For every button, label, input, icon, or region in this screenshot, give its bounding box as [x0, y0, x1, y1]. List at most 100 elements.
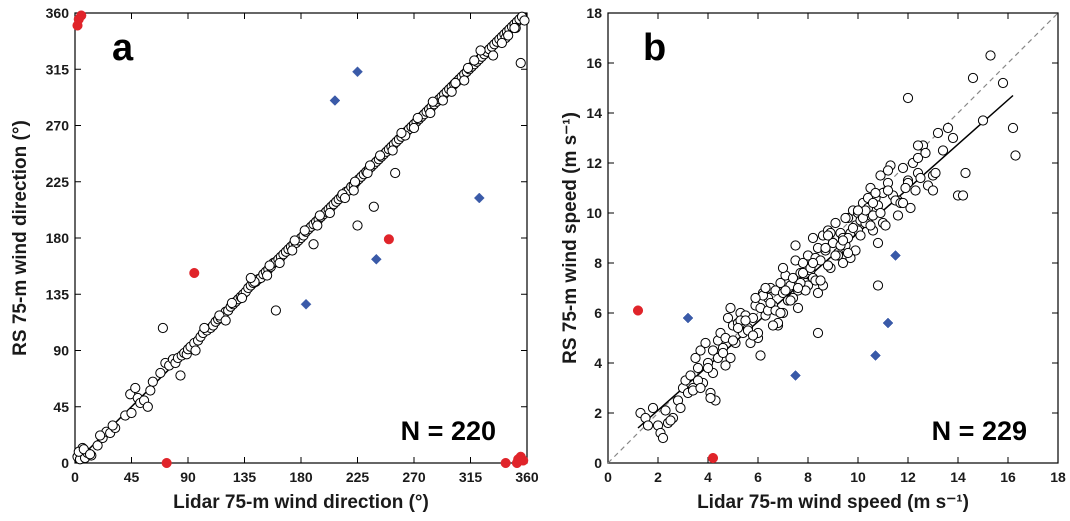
data-point-open [705, 392, 716, 404]
data-point-open [245, 272, 256, 284]
data-point-open [368, 201, 379, 212]
data-point-open [897, 162, 909, 174]
data-point-blue [790, 370, 801, 381]
data-point-open [797, 257, 809, 269]
y-tick-label: 10 [586, 205, 602, 221]
y-tick-label: 45 [53, 399, 69, 415]
x-tick-label: 16 [1000, 469, 1016, 485]
data-point-open [937, 145, 949, 156]
data-point-open [496, 37, 507, 49]
data-point-open [882, 185, 894, 196]
data-point-open [488, 50, 499, 61]
data-point-open [692, 362, 704, 374]
data-point-open [657, 432, 669, 444]
data-point-open [264, 260, 275, 271]
panel-b-n-label: N = 229 [932, 416, 1027, 446]
data-point-open [872, 280, 884, 291]
x-tick-label: 135 [233, 469, 257, 485]
data-point-open [902, 92, 914, 104]
panel-a-ticks: 0 45 90 135 180 225 270 315 360 0 45 90 135 180 225 270… [46, 5, 539, 485]
data-point-open [92, 440, 103, 451]
data-point-open [777, 262, 789, 274]
data-point-open [147, 376, 158, 387]
data-point-open [352, 220, 363, 231]
y-tick-label: 16 [586, 55, 602, 71]
data-point-open [775, 277, 786, 289]
data-point-open [462, 62, 474, 74]
data-point-open [519, 15, 530, 26]
data-point-open [927, 185, 939, 196]
x-tick-label: 0 [71, 469, 79, 485]
x-tick-label: 8 [804, 469, 812, 485]
data-point-open [236, 292, 248, 304]
data-point-open [765, 297, 776, 309]
data-point-open [947, 132, 959, 144]
data-point-open [920, 147, 931, 159]
data-point-open [870, 187, 881, 199]
y-tick-label: 315 [46, 61, 70, 77]
data-point-open [702, 362, 714, 374]
data-point-open [312, 220, 323, 231]
data-point-open [775, 307, 786, 319]
data-point-red [189, 267, 200, 279]
data-point-open [785, 295, 796, 306]
panel-b-y-axis-label: RS 75-m wind speed (m s⁻¹) [560, 112, 581, 364]
data-point-open [932, 127, 944, 139]
data-point-open [107, 420, 118, 431]
data-point-open [190, 345, 201, 356]
data-point-open [685, 370, 696, 381]
data-point-open [892, 210, 904, 221]
data-point-open [807, 257, 819, 269]
data-point-open [364, 160, 376, 171]
data-point-open [459, 75, 470, 86]
data-point-open [837, 257, 849, 269]
y-tick-label: 6 [594, 305, 602, 321]
data-point-open [912, 140, 924, 151]
data-point-open [910, 185, 921, 196]
y-tick-label: 12 [586, 155, 602, 171]
data-point-open [695, 345, 706, 356]
data-point-open [339, 192, 351, 204]
panel-a-x-axis-label: Lidar 75-m wind direction (°) [173, 492, 429, 513]
x-tick-label: 180 [289, 469, 313, 485]
data-point-open [977, 115, 989, 126]
data-point-blue [370, 253, 382, 265]
data-point-red [161, 457, 172, 469]
data-point-open [792, 302, 804, 314]
data-point-red [500, 457, 511, 469]
data-point-open [812, 287, 824, 299]
data-point-open [830, 217, 841, 229]
data-point-open [755, 350, 766, 361]
panel-b-letter: b [643, 27, 666, 69]
data-point-open [797, 267, 809, 279]
panel-b-points [632, 50, 1021, 464]
data-point-blue [352, 66, 363, 78]
data-point-open [126, 407, 137, 419]
panel-a-letter: a [112, 27, 134, 69]
data-point-open [875, 207, 886, 219]
data-point-open [905, 202, 916, 214]
data-point-open [226, 297, 238, 309]
panel-b-ticks: 0 2 4 6 8 10 12 14 16 18 0 2 4 6 8 10 12 14 16 18 [586, 5, 1066, 485]
data-point-open [437, 95, 448, 106]
data-point-open [175, 370, 186, 381]
data-point-open [145, 385, 156, 396]
y-tick-label: 0 [594, 455, 602, 471]
data-point-open [957, 190, 969, 201]
x-tick-label: 270 [402, 469, 426, 485]
data-point-open [867, 197, 879, 209]
y-tick-label: 90 [53, 343, 69, 359]
data-point-open [475, 45, 486, 56]
data-point-open [469, 55, 480, 66]
data-point-open [130, 382, 141, 394]
data-point-open [155, 367, 166, 379]
data-point-open [740, 315, 751, 326]
data-point-red [518, 455, 529, 466]
data-point-red [76, 10, 87, 21]
data-point-open [847, 222, 859, 234]
data-point-open [722, 312, 734, 324]
data-point-open [717, 347, 729, 359]
data-point-open [695, 382, 706, 394]
data-point-open [299, 225, 310, 236]
y-tick-label: 360 [46, 5, 70, 21]
